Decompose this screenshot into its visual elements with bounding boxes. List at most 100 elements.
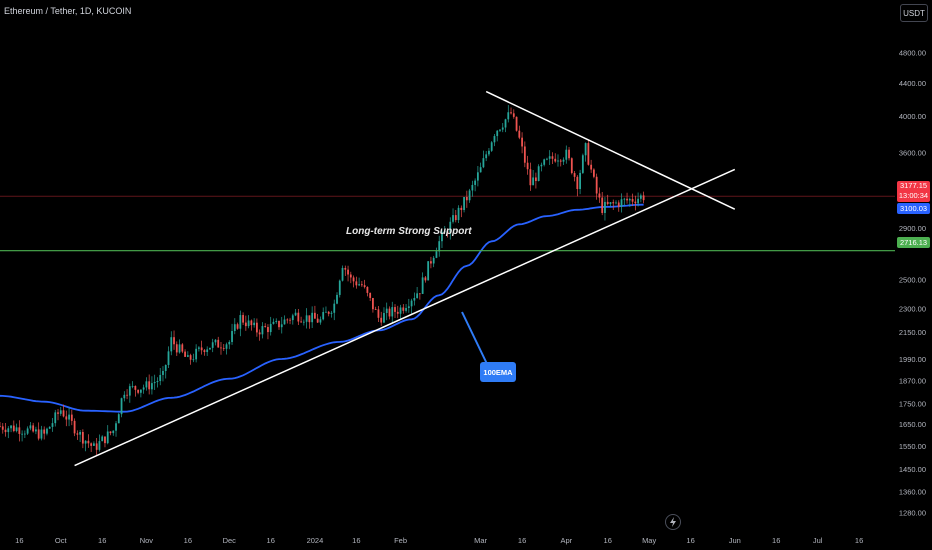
descending-trendline: [485, 90, 736, 210]
candle-body: [493, 136, 496, 143]
candle-body: [18, 427, 21, 434]
candle-body: [12, 425, 15, 432]
candle-body: [319, 319, 322, 323]
candle-body: [482, 158, 485, 168]
candle-body: [402, 307, 405, 311]
ascending-trendline: [74, 168, 736, 467]
candle-body: [217, 339, 220, 348]
candle-body: [261, 326, 264, 335]
candle-body: [507, 112, 510, 120]
candle-body: [523, 146, 526, 163]
candle-body: [540, 164, 543, 167]
candle-body: [394, 307, 396, 312]
candle-body: [87, 440, 90, 444]
candle-body: [590, 164, 593, 170]
candle-body: [349, 274, 352, 278]
candle-body: [90, 443, 93, 446]
candle-body: [275, 320, 278, 322]
candle-body: [195, 348, 198, 360]
candle-body: [407, 306, 410, 309]
candle-body: [347, 269, 349, 275]
symbol-title: Ethereum / Tether, 1D, KUCOIN: [4, 6, 132, 16]
lightning-icon[interactable]: [665, 514, 681, 530]
candle-body: [443, 231, 446, 233]
candle-body: [151, 383, 153, 390]
candle-body: [620, 199, 623, 207]
candle-body: [360, 284, 363, 286]
candle-body: [435, 251, 438, 258]
x-tick-label: Jul: [813, 536, 823, 545]
candle-body: [203, 350, 206, 353]
candle-body: [587, 143, 590, 165]
y-tick-label: 2900.00: [899, 224, 926, 233]
candle-body: [595, 176, 598, 194]
candle-body: [496, 130, 499, 137]
candle-body: [40, 429, 43, 439]
candle-body: [521, 137, 523, 147]
candle-body: [51, 423, 54, 427]
candle-body: [391, 307, 394, 317]
candle-body: [565, 149, 568, 160]
x-tick-label: 16: [184, 536, 192, 545]
candle-body: [233, 324, 236, 332]
candle-body: [612, 202, 615, 204]
candle-body: [98, 441, 101, 450]
candle-body: [289, 319, 291, 321]
candle-body: [427, 261, 430, 281]
candle-body: [322, 312, 325, 320]
candle-body: [355, 281, 358, 286]
currency-button[interactable]: USDT: [900, 4, 928, 22]
candle-body: [294, 312, 297, 316]
candle-body: [278, 320, 280, 328]
candle-body: [488, 150, 490, 155]
x-tick-label: 16: [352, 536, 360, 545]
y-tick-label: 4800.00: [899, 48, 926, 57]
candle-body: [546, 158, 548, 160]
candle-body: [93, 443, 95, 446]
candle-body: [609, 202, 612, 205]
candle-body: [352, 277, 355, 282]
candle-body: [510, 112, 512, 114]
candle-body: [247, 320, 250, 327]
candle-body: [59, 410, 62, 414]
candle-body: [413, 297, 416, 301]
candle-body: [333, 303, 336, 313]
candle-body: [485, 154, 488, 159]
x-tick-label: Apr: [560, 536, 572, 545]
candle-body: [21, 433, 23, 435]
candle-body: [267, 327, 269, 333]
candle-body: [269, 323, 272, 333]
candle-body: [330, 312, 333, 314]
support-annotation: Long-term Strong Support: [346, 226, 472, 237]
candle-body: [626, 198, 628, 201]
candle-body: [410, 300, 413, 307]
candle-body: [430, 261, 432, 264]
candle-body: [178, 344, 181, 353]
candle-body: [134, 385, 137, 390]
candle-body: [79, 431, 82, 435]
candle-body: [529, 169, 532, 186]
x-tick-label: 16: [98, 536, 106, 545]
x-tick-label: 16: [267, 536, 275, 545]
candle-body: [117, 414, 120, 424]
candle-body: [37, 429, 40, 439]
candle-body: [189, 355, 192, 360]
candle-body: [554, 158, 557, 162]
candle-body: [615, 202, 617, 204]
candle-body: [634, 201, 637, 204]
candle-body: [123, 394, 126, 399]
candle-body: [338, 280, 341, 295]
candle-body: [421, 277, 424, 294]
candle-body: [291, 315, 294, 321]
candle-body: [372, 297, 374, 310]
ema-callout-pointer: [461, 311, 489, 367]
x-tick-label: May: [642, 536, 656, 545]
candle-body: [175, 344, 178, 353]
current-price-tag: 3177.15 13:00:34: [897, 181, 930, 202]
candle-body: [311, 312, 314, 323]
candle-body: [515, 116, 518, 131]
candle-body: [54, 412, 57, 424]
candle-body: [101, 436, 104, 442]
candle-body: [258, 332, 261, 335]
